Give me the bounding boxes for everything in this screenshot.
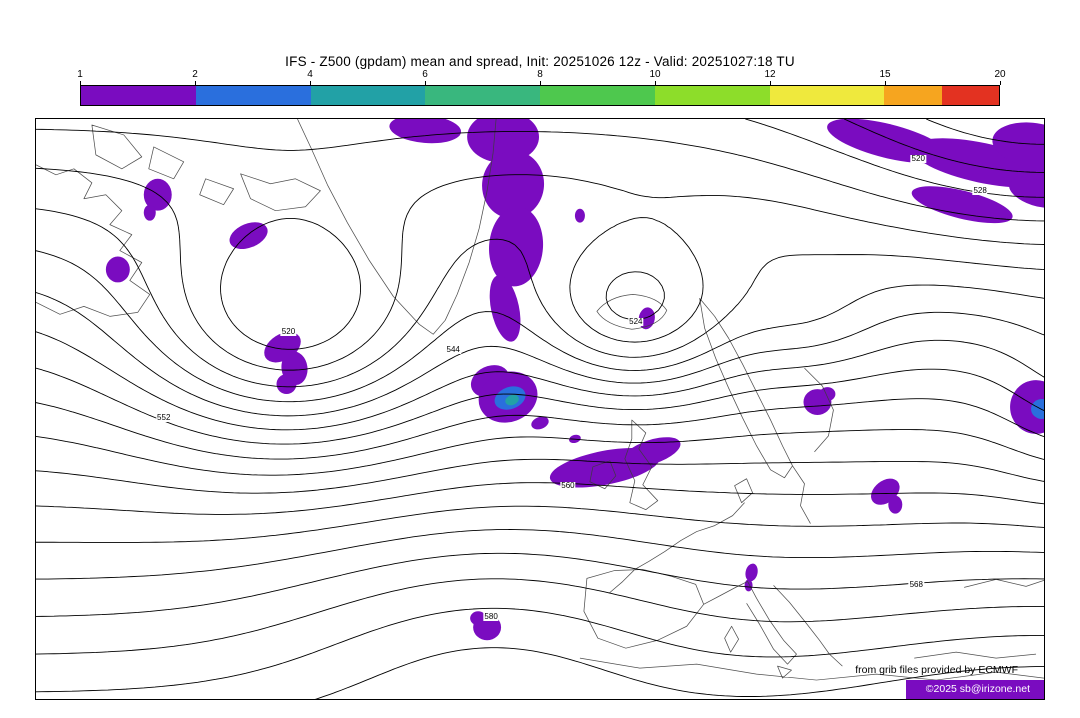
spread-region [911,186,1013,224]
colorbar-segment [540,86,655,105]
colorbar-tick-mark [770,81,771,85]
colorbar-tick-mark [655,81,656,85]
spread-region [1031,399,1044,419]
contour-labels-layer: 520 528 520 524 544 552 560 580 568 [36,119,1044,699]
spread-region [623,437,681,467]
colorbar-tick-label: 8 [537,69,543,80]
credit-author: ©2025 sb@irizone.net [905,680,1044,699]
spread-region [744,579,753,592]
credits: from grib files provided by ECMWF ©2025 … [855,664,1044,699]
spread-region [389,119,462,144]
map-canvas [36,119,1044,699]
z500-contours [36,119,1044,699]
colorbar-tick-label: 2 [192,69,198,80]
colorbar-segment [81,86,196,105]
colorbar-segment [425,86,540,105]
spread-region [911,138,1044,188]
colorbar-tick-mark [310,81,311,85]
contour-label: 520 [910,153,926,163]
colorbar-tick-mark [425,81,426,85]
spread-colorbar: 1 2 4 6 8 10 12 15 20 [77,69,1006,110]
spread-region [1009,177,1044,208]
credit-ecmwf: from grib files provided by ECMWF [855,664,1018,676]
colorbar-tick-mark [1000,81,1001,85]
colorbar-tick-label: 20 [994,69,1006,80]
colorbar-tick-mark [885,81,886,85]
colorbar-segment [310,86,426,105]
colorbar-tick-label: 6 [422,69,428,80]
spread-region [143,204,156,221]
coastline-greenland [297,119,497,335]
spread-region [1010,380,1044,434]
coastline-iceland [596,294,668,330]
spread-region [888,495,903,514]
colorbar-segment [769,86,885,105]
contour-label: 580 [483,612,499,622]
contour-label: 560 [560,480,576,490]
colorbar-tick-label: 4 [307,69,313,80]
contour-label: 524 [628,317,644,327]
colorbar-tick-mark [540,81,541,85]
colorbar-tick-mark [80,81,81,85]
colorbar-segment [941,86,999,105]
spread-region [482,150,545,219]
colorbar-segment [654,86,770,105]
spread-region [229,222,268,249]
coastline-arctic-islands [91,124,321,212]
colorbar-tick-label: 15 [879,69,891,80]
colorbar-tick-label: 10 [649,69,661,80]
spread-region [992,122,1044,168]
chart-title: IFS - Z500 (gpdam) mean and spread, Init… [285,54,795,69]
spread-region [105,256,130,283]
spread-region [531,416,549,430]
coastline-canada [36,164,151,317]
colorbar-tick-label: 12 [764,69,776,80]
spread-region [574,208,585,223]
spread-region [489,275,521,342]
colorbar-ticks: 1 2 4 6 8 10 12 15 20 [77,69,1006,85]
colorbar-segment [195,86,311,105]
colorbar-tick-mark [195,81,196,85]
contour-label: 528 [972,185,988,195]
contour-label: 552 [156,412,172,422]
map-panel: 520 528 520 524 544 552 560 580 568 from grib fi… [35,118,1045,700]
contour-label: 520 [280,327,297,337]
spread-region [505,394,519,406]
spread-region [745,563,758,582]
spread-region [470,611,487,626]
colorbar-segment [884,86,942,105]
spread-region [819,387,836,402]
spread-shading-layer [105,119,1044,641]
colorbar-tick-label: 1 [77,69,83,80]
contour-label: 568 [908,580,924,590]
contour-label: 544 [445,345,461,355]
colorbar-bar [80,85,1000,106]
spread-region [276,374,297,395]
